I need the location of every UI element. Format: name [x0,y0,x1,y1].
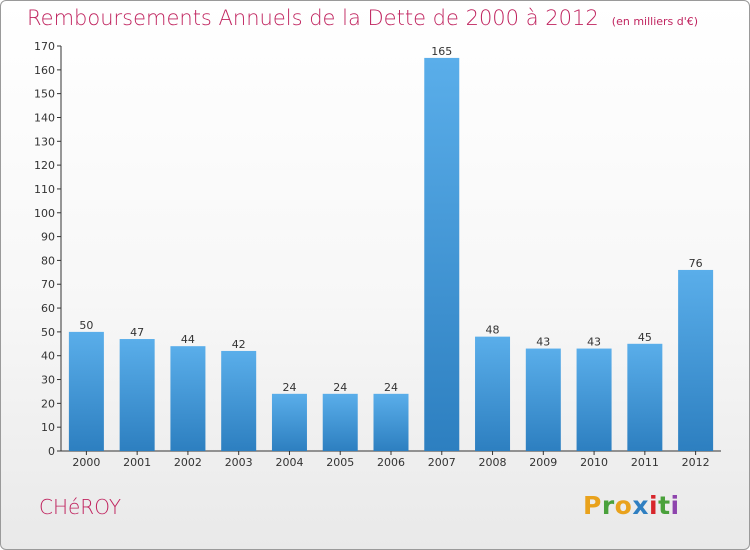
bar [525,348,561,451]
logo-letter: t [658,491,671,520]
bar [424,57,460,451]
bar [576,348,612,451]
data-label: 24 [333,381,347,394]
x-tick-label: 2003 [225,456,253,469]
x-tick-label: 2009 [529,456,557,469]
logo-letter: i [670,491,680,520]
data-label: 24 [282,381,296,394]
bar [475,336,511,451]
data-label: 165 [431,45,452,58]
bar [373,393,409,451]
unit-text: (en milliers d'€) [611,15,699,28]
y-tick-label: 40 [41,350,55,363]
data-label: 43 [587,336,601,349]
bar [678,269,714,451]
x-tick-label: 2010 [580,456,608,469]
x-tick-label: 2000 [72,456,100,469]
y-tick-label: 130 [34,135,55,148]
data-label: 43 [536,336,550,349]
bar [119,339,155,451]
chart-title: Remboursements Annuels de la Dette de 20… [27,6,698,30]
data-label: 45 [638,331,652,344]
y-tick-label: 50 [41,326,55,339]
bar [221,350,257,451]
data-label: 42 [232,338,246,351]
y-tick-label: 170 [34,40,55,53]
bar [627,343,663,451]
x-tick-label: 2008 [479,456,507,469]
bar [271,393,307,451]
logo-letter: o [614,491,633,520]
y-tick-label: 100 [34,207,55,220]
x-tick-label: 2005 [326,456,354,469]
proxiti-logo: Proxiti [583,491,680,520]
y-tick-label: 160 [34,64,55,77]
y-tick-label: 20 [41,397,55,410]
logo-letter: x [632,491,649,520]
x-tick-label: 2012 [682,456,710,469]
data-label: 48 [486,324,500,337]
data-label: 24 [384,381,398,394]
y-tick-label: 10 [41,421,55,434]
y-tick-label: 0 [48,445,55,458]
bar [68,331,104,451]
commune-name: CHéROY [39,495,122,519]
data-label: 76 [689,257,703,270]
logo-letter: P [583,491,602,520]
x-tick-label: 2011 [631,456,659,469]
data-label: 47 [130,326,144,339]
y-tick-label: 150 [34,88,55,101]
data-label: 44 [181,333,195,346]
bar [170,346,206,451]
x-tick-label: 2004 [275,456,303,469]
y-tick-label: 110 [34,183,55,196]
y-tick-label: 90 [41,231,55,244]
title-text: Remboursements Annuels de la Dette de 20… [27,6,599,30]
y-tick-label: 120 [34,159,55,172]
x-tick-label: 2001 [123,456,151,469]
y-tick-label: 70 [41,278,55,291]
data-label: 50 [79,319,93,332]
logo-letter: i [649,491,659,520]
bar [322,393,358,451]
y-tick-label: 60 [41,302,55,315]
logo-letter: r [601,491,615,520]
y-tick-label: 140 [34,111,55,124]
x-tick-label: 2002 [174,456,202,469]
y-tick-label: 80 [41,254,55,267]
x-tick-label: 2007 [428,456,456,469]
y-tick-label: 30 [41,374,55,387]
x-tick-label: 2006 [377,456,405,469]
